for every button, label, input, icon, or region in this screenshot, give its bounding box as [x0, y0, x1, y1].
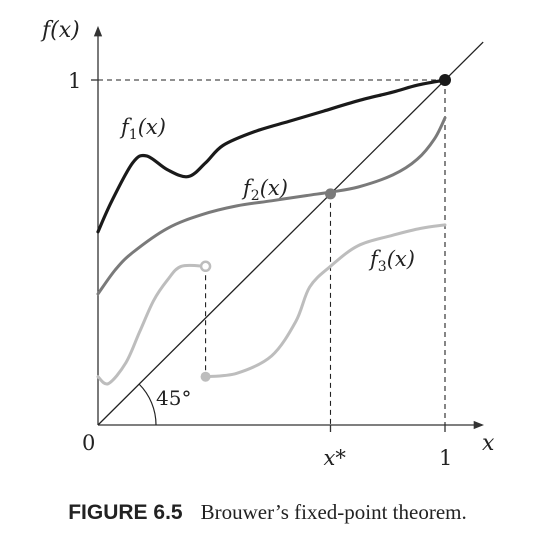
y-axis-label: f(x) — [40, 18, 80, 43]
series-f1-line — [96, 78, 447, 234]
x-axis-label: x — [482, 431, 495, 456]
series-f2-label: f2(x) — [241, 176, 288, 204]
figure-number: FIGURE 6.5 — [68, 501, 183, 524]
series-f3-subscript: 3 — [378, 259, 387, 275]
figure-caption: FIGURE 6.5 Brouwer’s fixed-point theorem… — [0, 500, 535, 525]
y-tick-one-label: 1 — [68, 69, 81, 93]
angle-arc — [138, 383, 157, 426]
series-f3-right-line — [204, 223, 447, 379]
f3-closed-point — [200, 371, 211, 382]
diagonal-line — [97, 41, 484, 426]
fixed-point-f1 — [439, 74, 451, 86]
series-f2-arg: (x) — [260, 176, 288, 200]
series-f3-left-line — [96, 263, 208, 386]
series-f1-label: f1(x) — [119, 115, 166, 143]
fixed-point-f2 — [324, 188, 336, 200]
series-f3-name: f — [368, 247, 381, 271]
origin-label: 0 — [82, 431, 95, 455]
x-tick-star-label: x* — [323, 446, 346, 470]
figure-caption-text: Brouwer’s fixed-point theorem. — [200, 500, 467, 524]
series-f1-arg: (x) — [138, 115, 166, 139]
series-f2-name: f — [241, 176, 254, 200]
f3-open-point — [199, 260, 212, 273]
series-f3-arg: (x) — [387, 247, 415, 271]
series-f2-line — [96, 116, 447, 296]
angle-label: 45° — [156, 386, 191, 410]
series-f1-name: f — [119, 115, 132, 139]
series-f3-label: f3(x) — [368, 247, 415, 275]
series-f2-subscript: 2 — [251, 188, 260, 204]
series-f1-subscript: 1 — [129, 127, 138, 143]
x-tick-one-label: 1 — [439, 446, 452, 470]
